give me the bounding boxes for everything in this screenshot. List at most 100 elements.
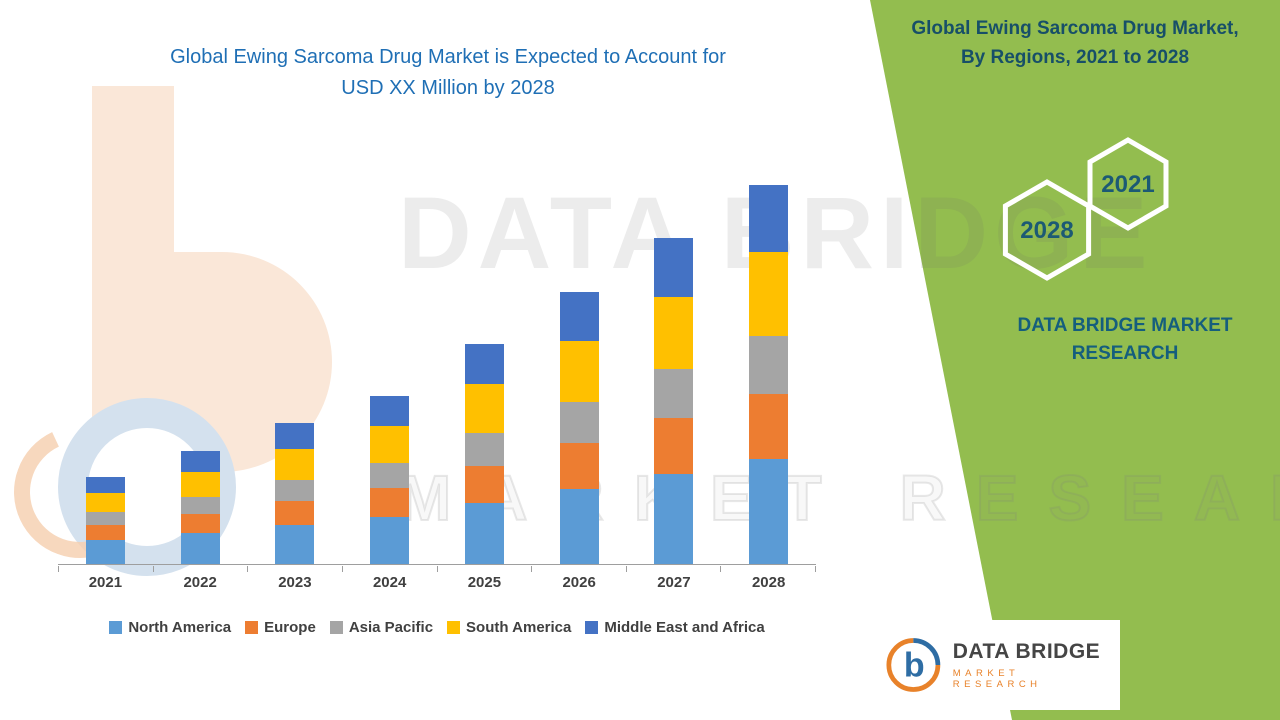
legend-label-north-america: North America bbox=[128, 619, 232, 636]
x-axis-label-2028: 2028 bbox=[751, 574, 786, 591]
bar-slot-2021 bbox=[58, 168, 153, 564]
x-axis-label-2025: 2025 bbox=[467, 574, 502, 591]
side-panel-title-line2: By Regions, 2021 to 2028 bbox=[960, 46, 1190, 68]
segment-south-america-2024 bbox=[370, 426, 410, 463]
chart-title: Global Ewing Sarcoma Drug Market is Expe… bbox=[118, 42, 778, 104]
segment-asia-pacific-2027 bbox=[654, 369, 694, 418]
segment-asia-pacific-2025 bbox=[464, 433, 504, 466]
x-axis-label-2026: 2026 bbox=[562, 574, 596, 591]
segment-asia-pacific-2026 bbox=[559, 402, 599, 443]
segment-europe-2023 bbox=[275, 501, 315, 525]
hexagon-year-2021: 2021 bbox=[1101, 171, 1154, 198]
x-axis-label-2021: 2021 bbox=[88, 574, 123, 591]
segment-middle-east-and-africa-2028 bbox=[749, 185, 789, 252]
hexagon-2021-outline bbox=[1087, 137, 1169, 231]
axis-tick bbox=[154, 566, 249, 572]
stacked-bar-2024 bbox=[370, 396, 410, 564]
segment-south-america-2028 bbox=[749, 252, 789, 336]
legend-item-south-america: South America bbox=[447, 619, 571, 636]
stacked-bar-2021 bbox=[85, 477, 125, 564]
segment-south-america-2026 bbox=[559, 341, 599, 402]
x-axis-label-2024: 2024 bbox=[372, 574, 407, 591]
axis-tick bbox=[438, 566, 533, 572]
x-axis-label-2022: 2022 bbox=[183, 574, 217, 591]
segment-south-america-2025 bbox=[464, 384, 504, 433]
legend-swatch-north-america bbox=[109, 621, 123, 634]
stacked-bar-2022 bbox=[180, 451, 220, 564]
segment-asia-pacific-2021 bbox=[85, 512, 125, 525]
svg-text:b: b bbox=[904, 646, 925, 684]
hexagon-year-2028: 2028 bbox=[1020, 217, 1073, 244]
segment-south-america-2021 bbox=[85, 493, 125, 512]
legend-item-middle-east-and-africa: Middle East and Africa bbox=[585, 619, 765, 636]
legend-label-europe: Europe bbox=[264, 619, 316, 636]
segment-europe-2021 bbox=[85, 525, 125, 540]
data-bridge-logo-icon: b bbox=[886, 638, 941, 692]
legend-swatch-europe bbox=[245, 621, 259, 634]
segment-middle-east-and-africa-2022 bbox=[180, 451, 220, 472]
bar-slot-2027 bbox=[627, 168, 722, 564]
segment-asia-pacific-2024 bbox=[370, 463, 410, 488]
footer-logo: b DATA BRIDGE MARKET RESEARCH bbox=[872, 620, 1120, 710]
side-panel-title-line1: Global Ewing Sarcoma Drug Market, bbox=[911, 18, 1239, 39]
year-hexagons: 2028 2021 bbox=[1002, 137, 1169, 281]
segment-europe-2024 bbox=[370, 488, 410, 517]
segment-europe-2026 bbox=[559, 443, 599, 489]
stacked-bar-2025 bbox=[464, 344, 504, 564]
segment-middle-east-and-africa-2026 bbox=[559, 292, 599, 341]
segment-middle-east-and-africa-2027 bbox=[654, 238, 694, 297]
segment-middle-east-and-africa-2021 bbox=[85, 477, 125, 493]
legend-label-south-america: South America bbox=[466, 619, 572, 636]
side-panel-brand-text: DATA BRIDGE MARKET RESEARCH bbox=[1017, 315, 1233, 364]
x-axis-label-2027: 2027 bbox=[657, 574, 691, 591]
segment-asia-pacific-2022 bbox=[180, 497, 220, 514]
segment-north-america-2023 bbox=[275, 525, 315, 564]
segment-north-america-2028 bbox=[749, 459, 789, 564]
stacked-bar-2028 bbox=[749, 185, 789, 564]
x-axis-label-2023: 2023 bbox=[278, 574, 312, 591]
stacked-bar-2027 bbox=[654, 238, 694, 564]
legend-swatch-middle-east-and-africa bbox=[585, 621, 599, 634]
segment-asia-pacific-2023 bbox=[275, 480, 315, 501]
segment-middle-east-and-africa-2025 bbox=[464, 344, 504, 384]
bar-slot-2024 bbox=[342, 168, 437, 564]
stacked-bar-2023 bbox=[275, 423, 315, 564]
chart-title-line2: USD XX Million by 2028 bbox=[341, 77, 555, 99]
footer-logo-brand: DATA BRIDGE bbox=[952, 640, 1101, 663]
segment-north-america-2025 bbox=[464, 503, 504, 564]
legend-item-north-america: North America bbox=[109, 619, 231, 636]
legend-swatch-asia-pacific bbox=[329, 621, 343, 634]
segment-south-america-2027 bbox=[654, 297, 694, 369]
segment-middle-east-and-africa-2024 bbox=[370, 396, 410, 426]
axis-tick bbox=[721, 566, 816, 572]
side-panel-title: Global Ewing Sarcoma Drug Market, By Reg… bbox=[880, 15, 1270, 72]
segment-north-america-2027 bbox=[654, 474, 694, 564]
segment-europe-2022 bbox=[180, 514, 220, 533]
bar-slot-2025 bbox=[437, 168, 532, 564]
x-axis-ticks bbox=[58, 566, 816, 572]
axis-tick bbox=[343, 566, 438, 572]
segment-south-america-2022 bbox=[180, 472, 220, 497]
bar-slot-2028 bbox=[721, 168, 816, 564]
bar-slot-2022 bbox=[153, 168, 248, 564]
axis-tick bbox=[532, 566, 627, 572]
footer-logo-tagline: MARKET RESEARCH bbox=[952, 668, 1042, 690]
legend-label-asia-pacific: Asia Pacific bbox=[348, 619, 434, 636]
segment-north-america-2022 bbox=[180, 533, 220, 564]
axis-tick bbox=[627, 566, 722, 572]
segment-north-america-2026 bbox=[559, 489, 599, 564]
segment-middle-east-and-africa-2023 bbox=[275, 423, 315, 449]
axis-tick bbox=[248, 566, 343, 572]
segment-north-america-2021 bbox=[85, 540, 125, 564]
segment-europe-2027 bbox=[654, 418, 694, 474]
stacked-bar-2026 bbox=[559, 292, 599, 564]
plot-area bbox=[58, 168, 816, 565]
x-axis-labels: 2021 2022 2023 2024 2025 2026 2027 2028 bbox=[58, 574, 816, 591]
segment-europe-2025 bbox=[464, 466, 504, 503]
segment-europe-2028 bbox=[749, 394, 789, 459]
footer-logo-text: DATA BRIDGE MARKET RESEARCH bbox=[953, 640, 1106, 690]
bar-slot-2023 bbox=[248, 168, 343, 564]
legend-item-europe: Europe bbox=[245, 619, 316, 636]
